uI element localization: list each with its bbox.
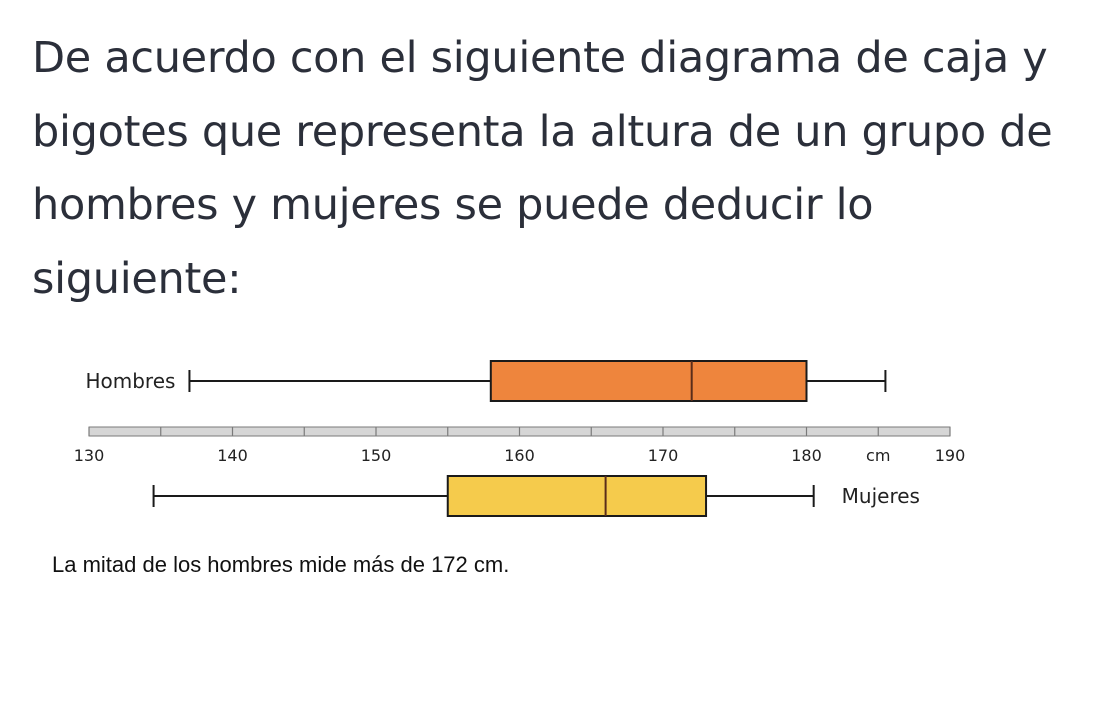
axis-minor-ticks [88, 427, 951, 436]
tick-label-130: 130 [74, 446, 105, 465]
box-hombres: Hombres [85, 360, 887, 402]
question-text: De acuerdo con el siguiente diagrama de … [32, 33, 1053, 304]
tick-label-190: 190 [935, 446, 966, 465]
box-plot-chart: 130 140 150 160 170 180 190 cm Hombres M… [74, 360, 966, 517]
axis-tick-labels: 130 140 150 160 170 180 190 [74, 446, 966, 465]
tick-label-160: 160 [504, 446, 535, 465]
tick-label-150: 150 [361, 446, 392, 465]
tick-label-170: 170 [648, 446, 679, 465]
series-label-mujeres: Mujeres [842, 484, 920, 508]
box-mujeres: Mujeres [152, 475, 920, 517]
tick-label-140: 140 [217, 446, 248, 465]
axis-unit-label: cm [866, 446, 890, 465]
answer-text: La mitad de los hombres mide más de 172 … [52, 552, 510, 577]
iqr-box-mujeres [446, 475, 708, 517]
tick-label-180: 180 [791, 446, 822, 465]
series-label-hombres: Hombres [85, 369, 175, 393]
iqr-box-hombres [489, 360, 808, 402]
